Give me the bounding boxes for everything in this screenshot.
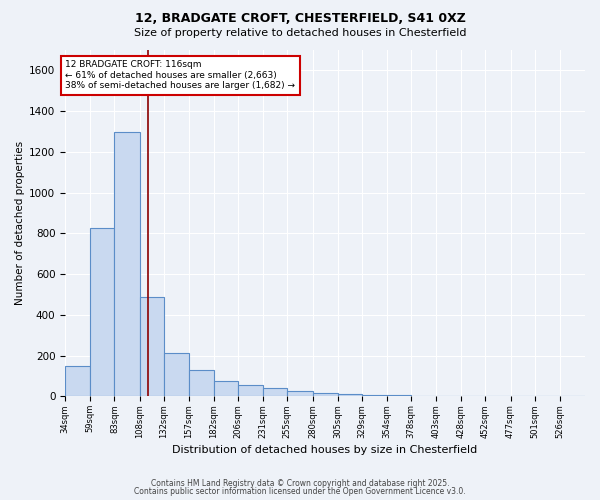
Bar: [238, 385, 263, 396]
Bar: [214, 381, 238, 396]
Bar: [313, 392, 338, 396]
Text: 12 BRADGATE CROFT: 116sqm
← 61% of detached houses are smaller (2,663)
38% of se: 12 BRADGATE CROFT: 116sqm ← 61% of detac…: [65, 60, 295, 90]
X-axis label: Distribution of detached houses by size in Chesterfield: Distribution of detached houses by size …: [172, 445, 478, 455]
Bar: [90, 228, 115, 396]
Bar: [287, 392, 313, 396]
Bar: [65, 366, 90, 396]
Text: Contains HM Land Registry data © Crown copyright and database right 2025.: Contains HM Land Registry data © Crown c…: [151, 478, 449, 488]
Bar: [115, 132, 140, 396]
Y-axis label: Number of detached properties: Number of detached properties: [15, 141, 25, 306]
Bar: [362, 395, 387, 396]
Bar: [140, 296, 164, 396]
Text: Size of property relative to detached houses in Chesterfield: Size of property relative to detached ho…: [134, 28, 466, 38]
Text: 12, BRADGATE CROFT, CHESTERFIELD, S41 0XZ: 12, BRADGATE CROFT, CHESTERFIELD, S41 0X…: [134, 12, 466, 26]
Bar: [263, 388, 287, 396]
Bar: [189, 370, 214, 396]
Bar: [164, 352, 189, 397]
Bar: [338, 394, 362, 396]
Text: Contains public sector information licensed under the Open Government Licence v3: Contains public sector information licen…: [134, 487, 466, 496]
